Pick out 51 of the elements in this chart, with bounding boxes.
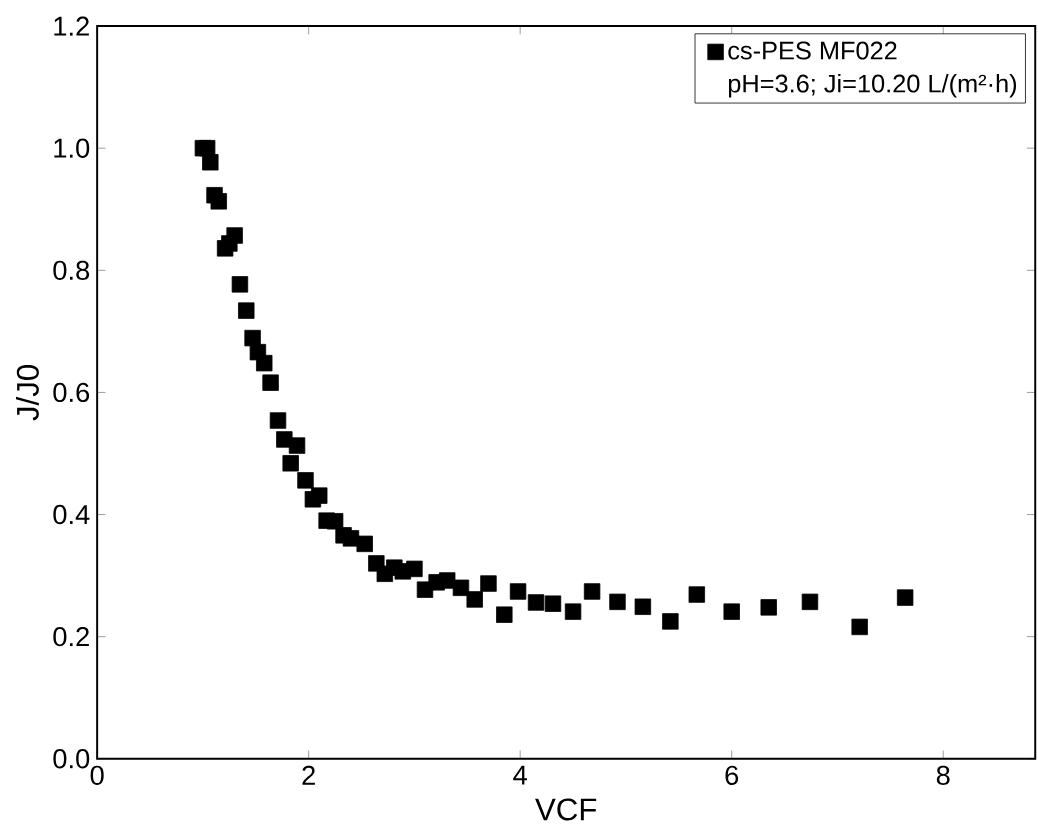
- point: [269, 412, 287, 429]
- point: [326, 513, 344, 530]
- x-axis-title: VCF: [535, 798, 597, 821]
- point: [564, 603, 582, 621]
- x-tick-label: 0: [90, 765, 104, 786]
- point: [288, 437, 306, 454]
- point: [297, 472, 314, 489]
- point: [231, 276, 249, 293]
- y-tick-label: 0.4: [53, 505, 90, 525]
- point: [634, 598, 652, 616]
- point: [466, 591, 483, 608]
- point: [356, 535, 373, 553]
- point: [244, 330, 261, 347]
- point: [609, 593, 626, 611]
- annotation: pH=3.6; Ji=10.20 L/(m²·h): [728, 74, 1017, 98]
- point: [311, 487, 328, 505]
- point: [583, 583, 601, 600]
- x-tick-label: 4: [513, 765, 527, 785]
- legend-label: cs-PES MF022: [728, 41, 897, 60]
- point: [896, 589, 914, 606]
- point: [452, 579, 470, 597]
- point: [439, 572, 456, 589]
- y-tick-label: 0.8: [53, 260, 90, 281]
- point: [662, 613, 679, 630]
- point: [238, 302, 255, 319]
- point: [226, 227, 243, 244]
- point: [256, 355, 273, 372]
- y-tick-label: 1.0: [54, 138, 90, 159]
- point: [406, 560, 423, 578]
- point: [544, 595, 562, 613]
- point: [851, 618, 868, 636]
- point: [723, 603, 740, 621]
- point: [282, 455, 299, 472]
- y-tick-label: 0.0: [53, 749, 90, 769]
- point: [509, 583, 527, 600]
- y-axis-title: J/J0: [15, 365, 39, 421]
- point: [527, 594, 545, 611]
- point: [202, 154, 219, 171]
- point: [801, 593, 819, 611]
- x-tick-label: 2: [302, 765, 315, 785]
- point: [760, 599, 777, 616]
- x-tick-label: 8: [936, 765, 950, 786]
- y-tick-label: 0.2: [53, 627, 89, 647]
- point: [210, 193, 227, 210]
- y-tick-label: 0.6: [53, 382, 90, 403]
- point: [496, 606, 513, 624]
- y-tick-label: 1.2: [54, 16, 89, 36]
- x-tick-label: 6: [725, 765, 739, 786]
- point: [688, 586, 705, 603]
- point: [262, 374, 279, 392]
- point: [480, 575, 497, 592]
